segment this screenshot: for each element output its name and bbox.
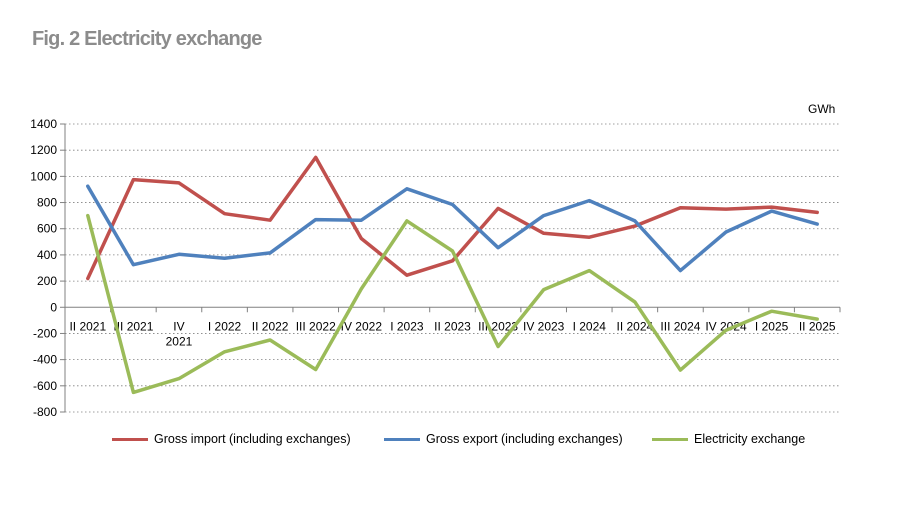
y-tick-label: 1200: [30, 143, 57, 157]
x-tick-label: IV 2022: [341, 319, 383, 333]
legend-label-import: Gross import (including exchanges): [154, 432, 351, 446]
x-tick-label: IV 2023: [523, 319, 565, 333]
y-tick-label: 400: [37, 248, 57, 262]
y-tick-label: -400: [33, 353, 57, 367]
x-tick-label: II 2023: [434, 319, 471, 333]
line-chart: -800 -600 -400 -200 0 200 400 600 800 1000 1200 140…: [30, 102, 841, 419]
x-tick-label: I 2024: [573, 319, 607, 333]
y-tick-label: 200: [37, 274, 57, 288]
legend-label-export: Gross export (including exchanges): [426, 432, 623, 446]
series-line-import: [86, 155, 819, 281]
legend-label-exchange: Electricity exchange: [694, 432, 806, 446]
y-tick-label: 800: [37, 196, 57, 210]
legend-swatch-exchange: [652, 437, 688, 441]
x-tick-label: I 2023: [390, 319, 424, 333]
y-tick-label: -200: [33, 326, 57, 340]
y-tick-label: 0: [50, 300, 57, 314]
legend-swatch-import: [112, 437, 148, 441]
x-tick-label: I 2022: [208, 319, 242, 333]
series-line-export: [86, 184, 819, 273]
y-tick-label: 600: [37, 222, 57, 236]
x-tick-label: II 2024: [617, 319, 654, 333]
x-tick-label: IV 2024: [705, 319, 747, 333]
legend-item-exchange: Electricity exchange: [652, 432, 805, 446]
grid-lines: [65, 123, 840, 413]
x-tick-label: III 2021: [113, 319, 153, 333]
legend-item-import: Gross import (including exchanges): [112, 432, 351, 446]
x-tick-label: III 2022: [296, 319, 336, 333]
x-tick-label: III 2024: [660, 319, 700, 333]
y-unit-label: GWh: [808, 102, 835, 116]
x-tick-label: 2021: [166, 334, 193, 348]
y-tick-label: 1400: [30, 117, 57, 131]
x-tick-label: II 2025: [799, 319, 836, 333]
y-tick-label: 1000: [30, 169, 57, 183]
legend-item-export: Gross export (including exchanges): [384, 432, 623, 446]
y-tick-label: -800: [33, 405, 57, 419]
legend-swatch-export: [384, 437, 420, 441]
y-tick-label: -600: [33, 379, 57, 393]
chart-title: Fig. 2 Electricity exchange: [32, 28, 262, 50]
series-lines: [86, 155, 819, 395]
x-tick-label: II 2022: [252, 319, 289, 333]
legend: Gross import (including exchanges) Gross…: [0, 432, 900, 452]
x-tick-label: IV: [173, 319, 184, 333]
x-tick-label: II 2021: [69, 319, 106, 333]
y-tick-labels: -800 -600 -400 -200 0 200 400 600 800 1000 1200 140…: [30, 117, 57, 419]
axes: [60, 123, 841, 413]
series-line-exchange: [86, 213, 819, 395]
x-tick-label: I 2025: [755, 319, 789, 333]
